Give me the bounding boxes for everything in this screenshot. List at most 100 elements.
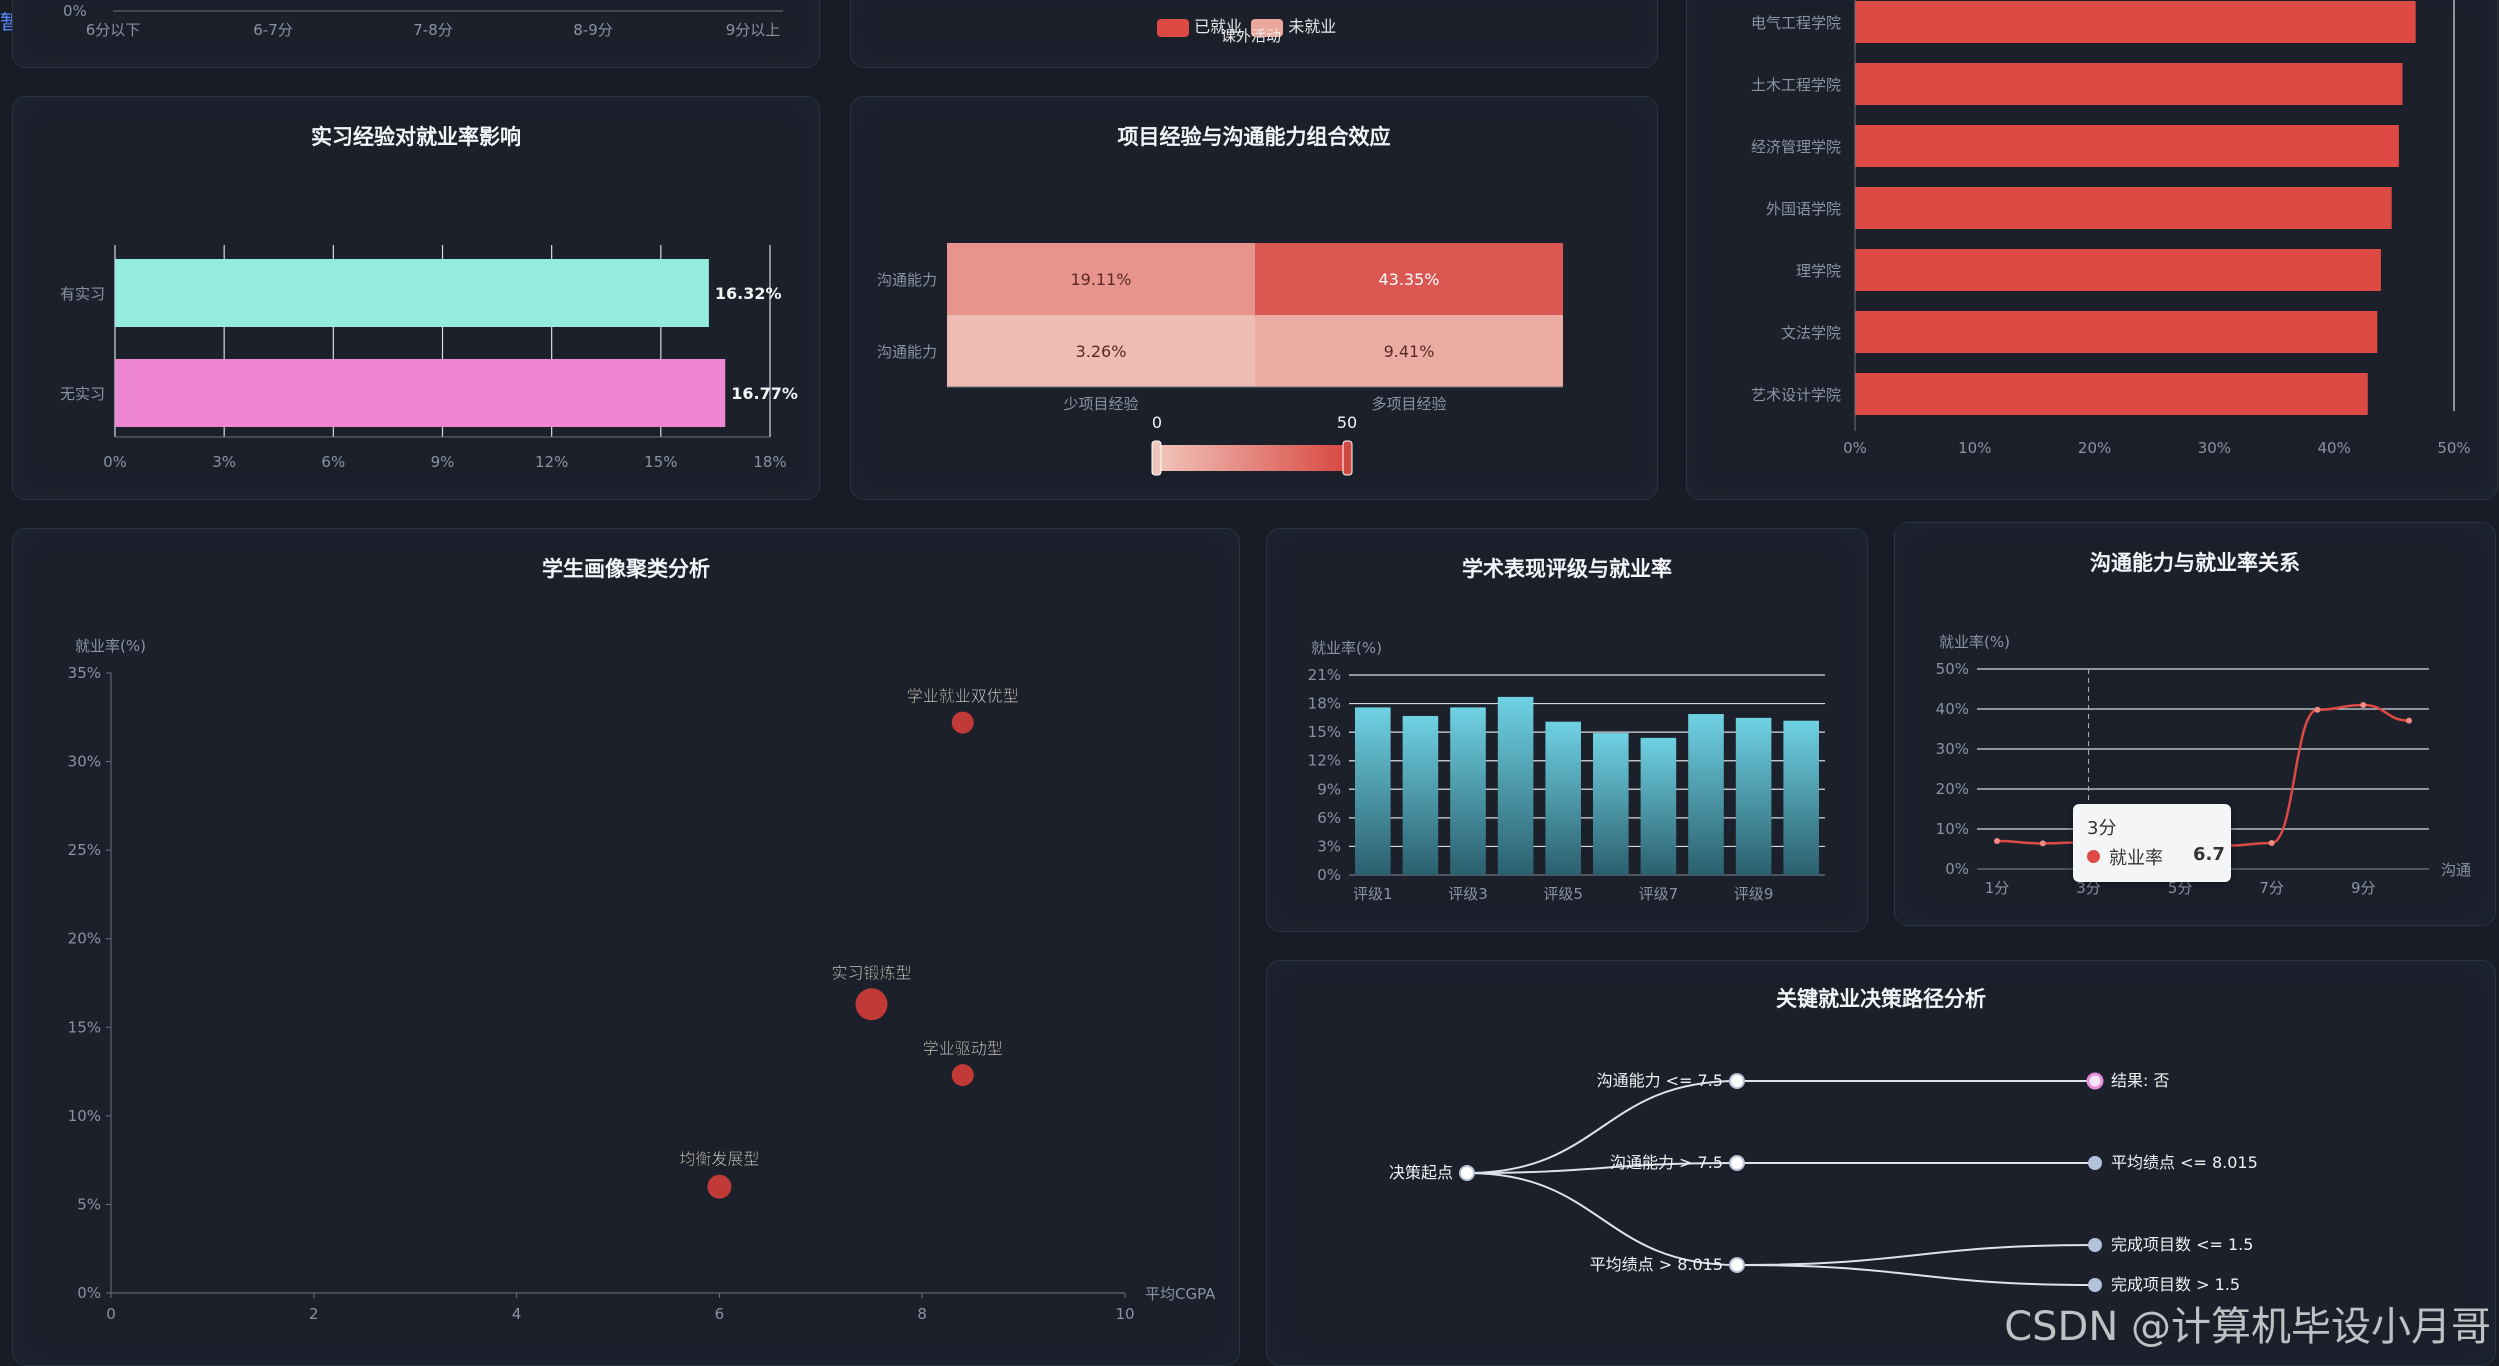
y-tick-label: 15% (68, 1018, 101, 1036)
y-tick-label: 有实习 (60, 285, 105, 303)
college-employment-panel: 0%10%20%30%40%50%60%70%电气工程学院土木工程学院经济管理学… (1686, 0, 2498, 500)
visual-map-max-label: 50 (1337, 413, 1357, 432)
visual-map-slider[interactable] (1157, 445, 1347, 471)
line-point[interactable] (1994, 838, 2000, 844)
cell-value-label: 3.26% (1076, 342, 1127, 361)
x-tick-label: 6 (715, 1305, 725, 1323)
bar[interactable] (1855, 311, 2378, 353)
heatmap-cell[interactable] (1255, 315, 1563, 387)
y-tick-label: 电气工程学院 (1751, 14, 1841, 32)
bar[interactable] (1688, 714, 1724, 875)
heatmap-cell[interactable] (1255, 243, 1563, 315)
tree-node-gpa-low[interactable] (2088, 1156, 2102, 1170)
cluster-panel: 学生画像聚类分析 0% 5% 10% 15% 20% 25% 30% 35% 0 2 4 6 8 10 就业… (12, 528, 1240, 1366)
bar[interactable] (1450, 707, 1486, 875)
tree-label-comm-high: 沟通能力 > 7.5 (1610, 1153, 1723, 1172)
x-tick-label: 9分以上 (726, 21, 781, 39)
x-tick-label: 50% (2437, 439, 2470, 457)
tree-node-proj-low[interactable] (2088, 1238, 2102, 1252)
y-tick-label: 无实习 (60, 385, 105, 403)
point-label: 实习锻炼型 (831, 963, 911, 982)
line-point[interactable] (2360, 702, 2367, 708)
scatter-point[interactable] (707, 1174, 732, 1199)
point-label: 学业就业双优型 (907, 687, 1019, 706)
y-axis-title: 就业率(%) (1311, 639, 1382, 657)
tree-label-gpa-high: 平均绩点 > 8.015 (1590, 1255, 1723, 1274)
y-tick-label: 40% (1936, 700, 1969, 718)
x-tick-label: 15% (644, 453, 677, 471)
point-label: 学业驱动型 (923, 1039, 1003, 1058)
legend-item-employed[interactable]: 已就业 (1157, 17, 1242, 37)
x-tick-label: 8 (917, 1305, 927, 1323)
x-axis-title: 平均CGPA (1145, 1285, 1216, 1303)
line-point[interactable] (2406, 717, 2412, 724)
x-tick-label: 评级5 (1543, 885, 1583, 903)
bar[interactable] (115, 359, 726, 427)
bar[interactable] (1497, 696, 1534, 875)
point-label: 均衡发展型 (679, 1150, 759, 1169)
legend: 已就业 未就业 (1157, 13, 1336, 37)
y-tick-label: 10% (68, 1107, 101, 1125)
y-tick-label: 25% (68, 841, 101, 859)
internship-chart: 0% 3% 6% 9% 12% 15% 18% 有实习 16.32% 无实习 16.77% (60, 245, 798, 471)
bar[interactable] (1783, 720, 1819, 875)
bar[interactable] (1855, 63, 2403, 105)
bar[interactable] (1355, 707, 1391, 875)
heatmap-cell[interactable] (947, 243, 1255, 315)
panel-title: 沟通能力与就业率关系 (2090, 551, 2300, 575)
bar[interactable] (1640, 737, 1677, 875)
x-tick-label: 1分 (1985, 879, 2010, 897)
tree-node-result-no[interactable] (2086, 1072, 2104, 1090)
cell-value-label: 19.11% (1070, 270, 1131, 289)
x-tick-label: 3% (212, 453, 236, 471)
bar[interactable] (1735, 717, 1772, 875)
legend-item-unemployed[interactable]: 未就业 (1251, 17, 1336, 37)
y-tick-label: 0% (77, 1284, 101, 1302)
line-point[interactable] (2268, 840, 2275, 846)
x-tick-label: 0% (1843, 439, 1867, 457)
line-point[interactable] (2314, 706, 2321, 713)
bar[interactable] (1593, 733, 1629, 875)
bar[interactable] (1855, 187, 2392, 229)
visual-map-handle-max[interactable] (1342, 440, 1353, 476)
bar[interactable] (1855, 1, 2416, 43)
heatmap-cell[interactable] (947, 315, 1255, 387)
x-tick-label: 0 (106, 1305, 116, 1323)
x-tick-label: 评级1 (1353, 885, 1393, 903)
y-tick-label: 沟通能力 (877, 343, 937, 361)
scatter-point[interactable] (951, 711, 974, 734)
panel-title: 关键就业决策路径分析 (1776, 987, 1986, 1011)
bar[interactable] (1855, 373, 2368, 415)
y-tick-label: 6% (1317, 809, 1341, 827)
bar[interactable] (1855, 125, 2399, 167)
x-tick-label: 评级3 (1448, 885, 1488, 903)
x-tick-label: 30% (2198, 439, 2231, 457)
bar[interactable] (115, 259, 709, 327)
scatter-point[interactable] (951, 1064, 974, 1087)
tooltip-title: 3分 (2087, 818, 2117, 839)
tree-label-comm-low: 沟通能力 <= 7.5 (1597, 1071, 1723, 1090)
line-point[interactable] (2039, 840, 2046, 847)
scatter-point[interactable] (855, 988, 888, 1021)
cell-value-label: 43.35% (1378, 270, 1439, 289)
y-tick-label: 9% (1317, 780, 1341, 798)
x-tick-label: 8-9分 (573, 21, 613, 39)
tree-node-gpa-high[interactable] (1729, 1257, 1745, 1273)
tree-node-root[interactable] (1459, 1165, 1475, 1181)
y-tick-label: 35% (68, 664, 101, 682)
overlay-label: 课外活动 (1221, 27, 1282, 45)
y-tick-label: 沟通能力 (877, 271, 937, 289)
y-tick-label: 0% (1945, 860, 1969, 878)
y-axis-title: 就业率(%) (75, 637, 146, 655)
panel-title: 实习经验对就业率影响 (311, 125, 521, 149)
tree-node-comm-high[interactable] (1729, 1155, 1745, 1171)
visual-map-handle-min[interactable] (1151, 440, 1162, 476)
bar[interactable] (1545, 721, 1581, 875)
tree-node-proj-high[interactable] (2088, 1278, 2102, 1292)
tree-node-comm-low[interactable] (1729, 1073, 1745, 1089)
bar[interactable] (1402, 715, 1439, 875)
x-tick-label: 9% (431, 453, 455, 471)
x-tick-label: 12% (535, 453, 568, 471)
x-tick-label: 40% (2318, 439, 2351, 457)
bar[interactable] (1855, 249, 2381, 291)
